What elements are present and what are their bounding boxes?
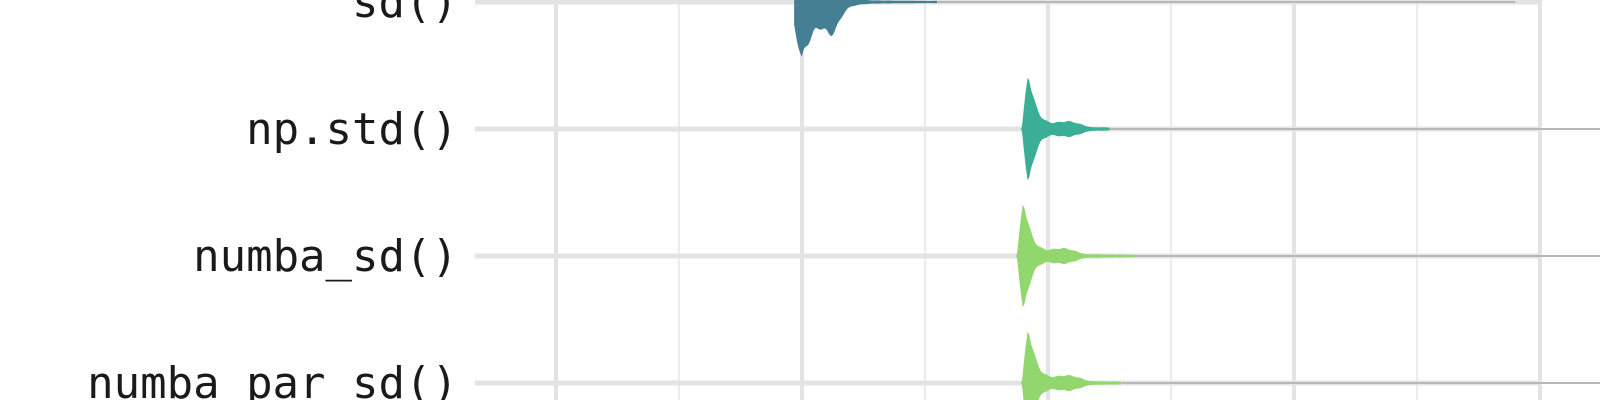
violin-body [1020, 77, 1110, 181]
violin-series [794, 0, 1600, 400]
y-tick-labels: sd() np.std() numba_sd() numba_par_sd() [87, 0, 458, 400]
y-tick-label: numba_sd() [193, 231, 458, 282]
y-tick-label: sd() [352, 0, 458, 28]
y-tick-label: numba_par_sd() [87, 358, 458, 400]
violin-body [794, 0, 938, 57]
y-tick-label: np.std() [246, 104, 458, 155]
minor-gridlines [678, 0, 1418, 400]
violin-body [1016, 204, 1135, 308]
violin-body [1020, 331, 1122, 400]
